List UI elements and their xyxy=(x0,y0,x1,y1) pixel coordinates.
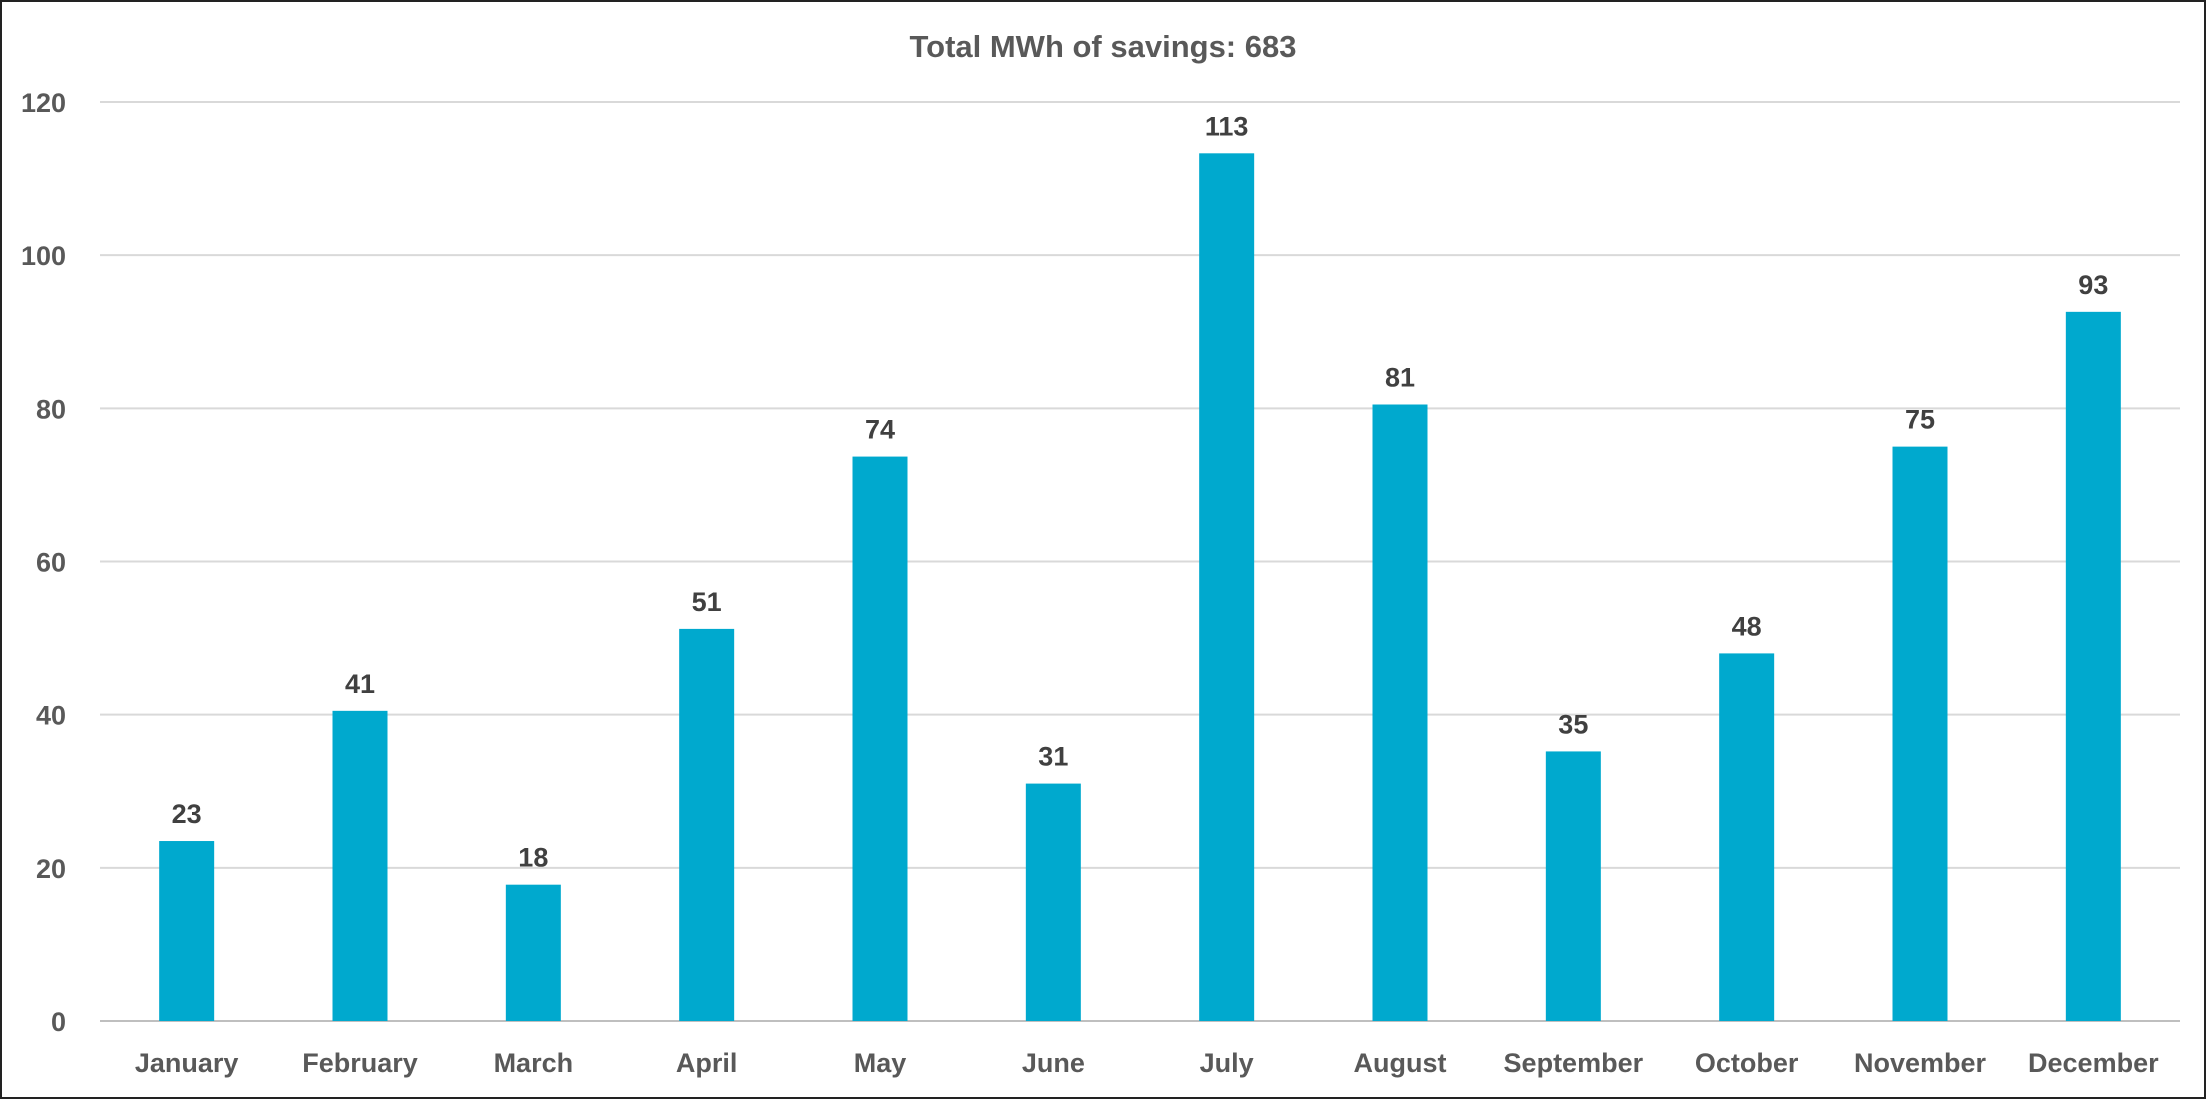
chart-title: Total MWh of savings: 683 xyxy=(910,29,1297,64)
data-label: 81 xyxy=(1385,363,1415,393)
data-label: 75 xyxy=(1905,405,1935,435)
bar xyxy=(332,710,388,1021)
bar xyxy=(1892,446,1948,1021)
y-tick-label: 120 xyxy=(21,88,66,118)
data-label: 113 xyxy=(1205,111,1249,141)
x-tick-label: April xyxy=(676,1048,738,1078)
data-label: 51 xyxy=(692,587,722,617)
data-label: 18 xyxy=(518,843,548,873)
x-tick-label: December xyxy=(2028,1048,2159,1078)
y-axis-ticks: 0 20 40 60 80 100 120 xyxy=(21,88,66,1037)
data-label: 41 xyxy=(345,669,375,699)
x-axis-ticks: January February March April May June July Augu… xyxy=(135,1048,2159,1078)
data-label: 93 xyxy=(2078,270,2108,300)
data-label: 48 xyxy=(1732,611,1762,641)
x-tick-label: August xyxy=(1354,1048,1447,1078)
bar xyxy=(1545,751,1601,1021)
x-tick-label: July xyxy=(1200,1048,1254,1078)
y-tick-label: 40 xyxy=(36,701,66,731)
x-tick-label: February xyxy=(302,1048,418,1078)
x-tick-label: June xyxy=(1022,1048,1085,1078)
data-label: 23 xyxy=(172,799,202,829)
data-label: 31 xyxy=(1038,742,1068,772)
bar xyxy=(159,841,215,1021)
data-labels: 23 41 18 51 74 31 113 81 35 48 75 93 xyxy=(172,111,2109,872)
bars xyxy=(159,153,2121,1022)
bar xyxy=(1719,653,1775,1021)
bar xyxy=(1025,783,1081,1021)
y-tick-label: 20 xyxy=(36,854,66,884)
x-tick-label: October xyxy=(1695,1048,1799,1078)
y-tick-label: 0 xyxy=(51,1007,66,1037)
y-tick-label: 80 xyxy=(36,394,66,424)
bar xyxy=(2065,311,2121,1021)
bar xyxy=(679,628,735,1021)
x-tick-label: November xyxy=(1854,1048,1987,1078)
bar xyxy=(1199,153,1255,1021)
data-label: 74 xyxy=(865,415,895,445)
gridlines xyxy=(100,101,2180,1022)
x-tick-label: January xyxy=(135,1048,239,1078)
y-tick-label: 60 xyxy=(36,548,66,578)
y-tick-label: 100 xyxy=(21,241,66,271)
data-label: 35 xyxy=(1558,709,1588,739)
bar xyxy=(852,456,908,1022)
x-tick-label: March xyxy=(494,1048,574,1078)
bar xyxy=(505,884,561,1021)
bar xyxy=(1372,404,1428,1022)
x-tick-label: September xyxy=(1504,1048,1644,1078)
x-tick-label: May xyxy=(854,1048,907,1078)
